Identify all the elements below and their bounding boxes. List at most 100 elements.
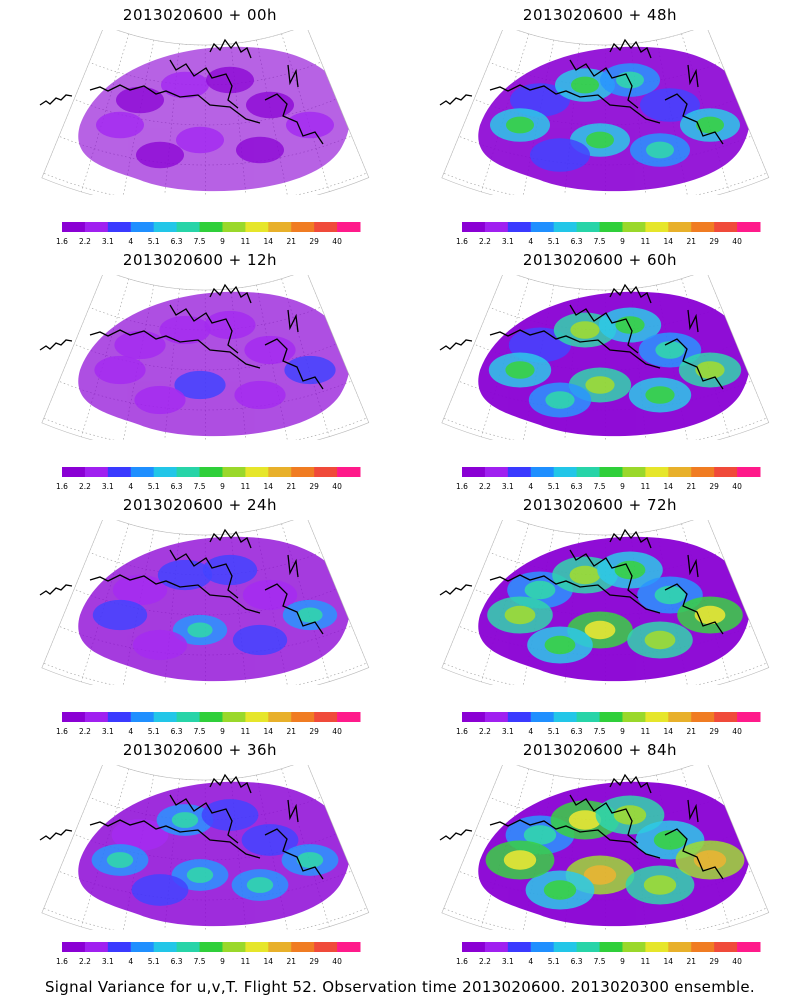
colorbar-tick-label: 5.1	[548, 237, 560, 246]
colorbar: 1.6 2.2 3.1 4 5.1 6.3 7.5 9 11 14 21 29 40	[456, 467, 761, 491]
panel-title: 2013020600 + 60h	[522, 251, 678, 269]
colorbar-tick-label: 29	[709, 957, 719, 966]
colorbar-swatch	[153, 222, 178, 232]
variance-core	[644, 630, 676, 650]
variance-core	[613, 805, 647, 825]
variance-core	[583, 865, 617, 885]
map-plot	[39, 30, 370, 195]
colorbar-swatch	[199, 222, 223, 232]
colorbar-tick-label: 21	[286, 482, 296, 491]
coastline-segment	[89, 329, 261, 369]
variance-core	[246, 877, 274, 893]
colorbar-swatch	[130, 712, 155, 722]
colorbar-swatch	[599, 942, 623, 952]
colorbar-swatch	[62, 467, 86, 477]
map-plot	[439, 275, 770, 440]
colorbar-swatch	[62, 222, 86, 232]
variance-blob	[206, 66, 254, 94]
colorbar-swatch	[222, 222, 246, 232]
panel-title: 2013020600 + 00h	[122, 6, 278, 24]
colorbar: 1.6 2.2 3.1 4 5.1 6.3 7.5 9 11 14 21 29 40	[456, 222, 761, 246]
colorbar-swatch	[337, 942, 361, 952]
colorbar-swatch	[507, 712, 532, 722]
variance-blob	[132, 629, 188, 661]
variance-core	[585, 376, 615, 394]
variance-blob	[204, 310, 256, 340]
variance-core	[504, 605, 536, 625]
colorbar-tick-label: 5.1	[548, 482, 560, 491]
coastline-segment	[609, 38, 652, 59]
colorbar-swatch	[153, 712, 178, 722]
colorbar-swatch	[622, 222, 646, 232]
colorbar-swatch	[599, 712, 623, 722]
colorbar-tick-label: 14	[664, 957, 674, 966]
map-domain-outline	[41, 520, 370, 685]
graticule-parallel	[480, 30, 731, 46]
panel-72h: 2013020600 + 72h 1.6 2.2 3.1 4 5.1 6.3 7.5 9 11 1…	[400, 490, 800, 736]
variance-core	[524, 580, 556, 600]
colorbar-swatch	[245, 222, 269, 232]
colorbar-tick-label: 5.1	[148, 237, 160, 246]
colorbar-tick-label: 40	[732, 957, 742, 966]
variance-core	[503, 850, 537, 870]
colorbar-tick-label: 11	[641, 237, 651, 246]
colorbar-swatch	[176, 222, 201, 232]
colorbar-tick-label: 9	[620, 237, 625, 246]
colorbar-tick-label: 40	[332, 727, 342, 736]
variance-blob	[116, 86, 164, 114]
coastline-segment	[664, 583, 724, 635]
map-plot	[439, 520, 770, 685]
colorbar-tick-label: 40	[732, 482, 742, 491]
colorbar-swatch	[107, 942, 132, 952]
colorbar-swatch	[199, 467, 223, 477]
colorbar-tick-label: 9	[620, 957, 625, 966]
colorbar-tick-label: 4	[528, 957, 533, 966]
colorbar-swatch	[291, 942, 315, 952]
variance-blob	[234, 380, 286, 410]
variance-blob	[114, 330, 166, 360]
panel-00h: 2013020600 + 00h 1.6 2.2 3.1 4 5.1 6.3 7.5 9 11 1…	[0, 0, 400, 246]
variance-core	[614, 560, 646, 580]
colorbar-swatch	[462, 942, 486, 952]
colorbar-swatch	[176, 942, 201, 952]
panel-title: 2013020600 + 84h	[522, 741, 678, 759]
coastline-segment	[664, 828, 724, 880]
colorbar-swatch	[645, 467, 669, 477]
variance-blob	[131, 874, 189, 906]
colorbar-tick-label: 2.2	[79, 727, 91, 736]
colorbar-swatch	[622, 942, 646, 952]
colorbar-tick-label: 6.3	[571, 237, 583, 246]
variance-blob	[202, 554, 258, 586]
panel-48h: 2013020600 + 48h 1.6 2.2 3.1 4 5.1 6.3 7.5 9 11 1…	[400, 0, 800, 246]
map-domain-outline	[41, 765, 370, 930]
colorbar-tick-label: 14	[264, 237, 274, 246]
coastline-segment	[569, 59, 639, 109]
variance-core	[645, 386, 675, 404]
coastline-segment	[169, 59, 239, 109]
colorbar-tick-label: 9	[220, 482, 225, 491]
colorbar-swatch	[737, 467, 761, 477]
colorbar-tick-label: 7.5	[594, 237, 606, 246]
variance-core	[643, 875, 677, 895]
colorbar-tick-label: 6.3	[571, 957, 583, 966]
colorbar-swatch	[245, 712, 269, 722]
graticule-parallel	[80, 275, 331, 291]
graticule-parallel	[480, 765, 731, 781]
colorbar-swatch	[622, 712, 646, 722]
coastline-segment	[209, 528, 252, 549]
coastline-segment	[39, 339, 73, 351]
colorbar-tick-label: 4	[128, 482, 133, 491]
variance-blob	[136, 141, 184, 169]
colorbar-swatch	[222, 712, 246, 722]
panel-84h: 2013020600 + 84h 1.6 2.2 3.1 4 5.1 6.3 7.5 9 11 1…	[400, 735, 800, 980]
colorbar-swatch	[668, 712, 692, 722]
variance-blob	[159, 315, 211, 345]
colorbar-swatch	[645, 222, 669, 232]
colorbar-tick-label: 11	[241, 482, 251, 491]
coastline-segment	[439, 584, 473, 596]
variance-core	[584, 620, 616, 640]
colorbar-tick-label: 11	[241, 957, 251, 966]
colorbar-swatch	[553, 222, 578, 232]
colorbar-swatch	[62, 942, 86, 952]
colorbar-tick-label: 5.1	[148, 482, 160, 491]
